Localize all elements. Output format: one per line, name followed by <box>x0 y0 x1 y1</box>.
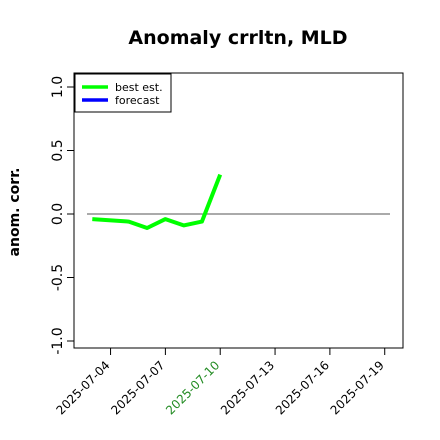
x-tick-label: 2025-07-07 <box>108 358 167 417</box>
x-axis: 2025-07-042025-07-072025-07-102025-07-13… <box>53 348 387 417</box>
x-tick-label: 2025-07-19 <box>328 358 387 417</box>
y-tick-label: 0.0 <box>50 203 66 225</box>
x-tick-label: 2025-07-10 <box>163 358 222 417</box>
legend-label: best est. <box>115 81 163 94</box>
legend-label: forecast <box>115 94 160 107</box>
y-axis-label: anom. corr. <box>7 168 23 257</box>
legend: best est.forecast <box>74 73 172 113</box>
legend-box <box>74 73 172 113</box>
series-layer <box>92 173 223 230</box>
y-tick-label: 0.5 <box>50 139 66 161</box>
y-tick-label: -1.0 <box>50 327 66 354</box>
plot-frame <box>73 72 404 349</box>
x-tick-label: 2025-07-16 <box>273 358 332 417</box>
y-tick-label: -0.5 <box>50 264 66 291</box>
x-tick-label: 2025-07-13 <box>218 358 277 417</box>
y-axis: -1.0 -0.5 0.0 0.5 1.0 <box>50 76 74 355</box>
chart-title: Anomaly crrltn, MLD <box>128 27 347 49</box>
y-tick-label: 1.0 <box>50 76 66 98</box>
series-line-best-est <box>92 173 223 230</box>
x-tick-label: 2025-07-04 <box>53 358 112 417</box>
